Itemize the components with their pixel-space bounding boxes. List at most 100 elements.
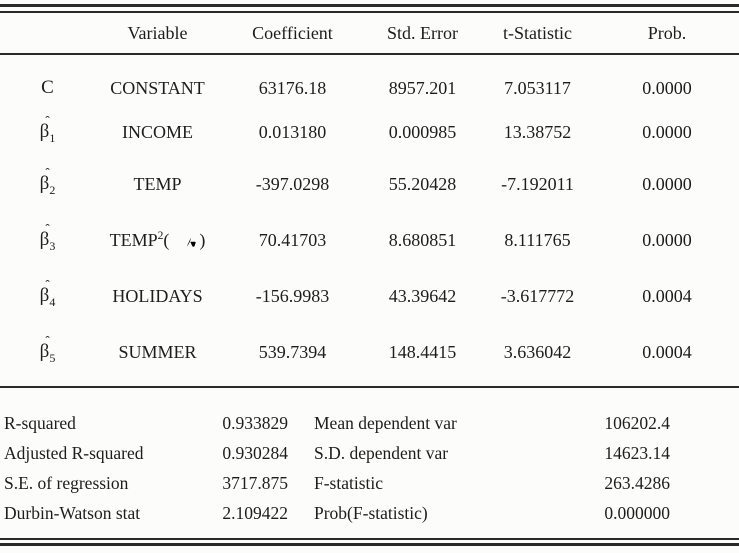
stats-row: Durbin-Watson stat 2.109422 Prob(F-stati… [4, 498, 735, 528]
coefficient-symbol-cell: ˆ β2 [0, 166, 95, 197]
coefficient-value: 0.013180 [258, 122, 327, 142]
stat-value-left: 2.109422 [222, 502, 288, 523]
prob-value: 0.0004 [642, 285, 692, 306]
stat-value-right: 106202.4 [604, 412, 670, 433]
stat-value-right: 0.000000 [604, 502, 670, 523]
header-variable: Variable [127, 22, 188, 43]
stat-label-left: Durbin-Watson stat [4, 502, 141, 523]
header-prob: Prob. [647, 22, 687, 43]
beta-hat-symbol: ˆ β2 [39, 166, 56, 197]
variable-cell: TEMP2() [95, 230, 220, 251]
table-row: ˆ β5 SUMMER 539.7394 148.4415 3.636042 0.… [0, 324, 739, 380]
prob-value: 0.0000 [642, 229, 692, 250]
t-statistic-value: -3.617772 [500, 285, 575, 306]
hat-accent: ˆ [45, 220, 50, 236]
variable-cell: HOLIDAYS [95, 286, 220, 307]
symbol-base: β [39, 340, 50, 362]
variable-annotation: () [163, 229, 206, 250]
hat-accent: ˆ [45, 276, 50, 292]
stat-label-left: S.E. of regression [4, 472, 129, 493]
std-error-value: 0.000985 [388, 122, 457, 142]
header-rule [0, 53, 739, 55]
symbol-subscript: 3 [49, 238, 56, 253]
coefficient-value: 70.41703 [258, 229, 327, 250]
symbol-base: C [41, 76, 54, 98]
symbol-subscript: 2 [49, 182, 56, 197]
variable-cell: INCOME [95, 122, 220, 143]
stats-row: S.E. of regression 3717.875 F-statistic … [4, 468, 735, 498]
stat-label-right: F-statistic [314, 472, 384, 493]
coefficient-value: 63176.18 [258, 77, 327, 98]
std-error-value: 148.4415 [388, 341, 457, 362]
prob-value: 0.0004 [642, 341, 692, 362]
coefficient-value: -156.9983 [255, 285, 330, 306]
stat-value-left: 0.933829 [222, 412, 288, 433]
stat-label-right: S.D. dependent var [314, 442, 449, 463]
stat-label-left: Adjusted R-squared [4, 442, 144, 463]
variable-name: SUMMER [118, 341, 197, 362]
stats-bottom-padding [0, 528, 739, 538]
stats-row: Adjusted R-squared 0.930284 S.D. depende… [4, 438, 735, 468]
t-statistic-value: 3.636042 [503, 341, 572, 362]
hat-accent: ˆ [45, 332, 50, 348]
std-error-value: 55.20428 [388, 173, 457, 194]
hat-accent: ˆ [45, 164, 50, 180]
coefficient-symbol-cell: ˆ β5 [0, 334, 95, 365]
table-header-row: Variable Coefficient Std. Error t-Statis… [0, 13, 739, 53]
symbol-base: β [39, 284, 50, 306]
prob-value: 0.0000 [642, 77, 692, 98]
header-t-statistic: t-Statistic [503, 22, 572, 43]
stat-value-right: 14623.14 [604, 442, 670, 463]
std-error-value: 8957.201 [388, 77, 457, 98]
beta-hat-symbol: ˆ β1 [39, 114, 56, 145]
top-double-rule [0, 4, 739, 13]
beta-hat-symbol: ˆ β3 [39, 222, 56, 253]
table-row: ˆ β4 HOLIDAYS -156.9983 43.39642 -3.61777… [0, 268, 739, 324]
table-row: ˆ β2 TEMP -397.0298 55.20428 -7.192011 0.… [0, 156, 739, 212]
table-row: ˆ β1 INCOME 0.013180 0.000985 13.38752 0.… [0, 109, 739, 156]
symbol-subscript: 1 [49, 131, 56, 145]
stats-row: R-squared 0.933829 Mean dependent var 10… [4, 408, 735, 438]
symbol-base: β [39, 121, 50, 142]
t-statistic-value: 13.38752 [503, 122, 572, 142]
symbol-subscript: 4 [49, 294, 56, 309]
mid-rule [0, 386, 739, 388]
t-statistic-value: 8.111765 [504, 229, 571, 250]
coefficient-symbol-cell: C [0, 77, 95, 100]
variable-cell: CONSTANT [95, 78, 220, 99]
table-row: C CONSTANT 63176.18 8957.201 7.053117 0.… [0, 67, 739, 109]
variable-cell: SUMMER [95, 342, 220, 363]
header-std-error: Std. Error [387, 22, 458, 43]
coefficient-symbol-cell: ˆ β3 [0, 222, 95, 253]
variable-name: HOLIDAYS [112, 285, 203, 306]
header-coefficient: Coefficient [252, 22, 333, 43]
beta-hat-symbol: ˆ β4 [39, 278, 56, 309]
stat-label-left: R-squared [4, 412, 76, 433]
std-error-value: 43.39642 [388, 285, 457, 306]
prob-value: 0.0000 [642, 122, 692, 142]
stat-label-right: Mean dependent var [314, 412, 457, 433]
table-row: ˆ β3 TEMP2() 70.41703 8.680851 8.111765 0… [0, 212, 739, 268]
stat-value-left: 0.930284 [222, 442, 288, 463]
hat-accent: ˆ [45, 113, 50, 128]
summary-stats-section: R-squared 0.933829 Mean dependent var 10… [0, 388, 739, 528]
t-statistic-value: -7.192011 [501, 173, 574, 194]
variable-cell: TEMP [95, 174, 220, 195]
stat-label-right: Prob(F-statistic) [314, 502, 428, 523]
symbol-base: β [39, 228, 50, 250]
variable-name: INCOME [122, 122, 193, 142]
variable-name: CONSTANT [110, 77, 205, 98]
beta-hat-symbol: C [41, 78, 54, 100]
variable-name: TEMP [109, 229, 158, 250]
coefficient-value: 539.7394 [258, 341, 327, 362]
symbol-base: β [39, 172, 50, 194]
t-statistic-value: 7.053117 [504, 77, 571, 98]
variable-superscript: 2 [157, 229, 164, 242]
symbol-subscript: 5 [49, 350, 56, 365]
std-error-value: 8.680851 [388, 229, 457, 250]
stat-value-left: 3717.875 [222, 472, 288, 493]
bottom-double-rule [0, 538, 739, 546]
coefficient-symbol-cell: ˆ β1 [0, 114, 95, 145]
beta-hat-symbol: ˆ β5 [39, 334, 56, 365]
